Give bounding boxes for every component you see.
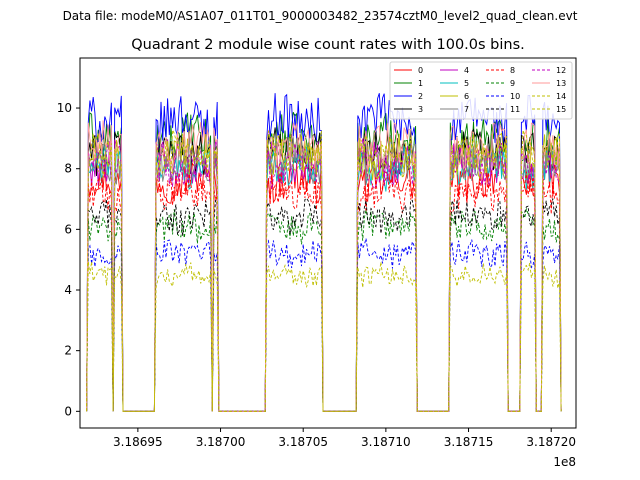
legend-label-4: 4 [464,66,469,75]
series-line-14 [86,261,562,412]
legend-label-5: 5 [464,79,469,88]
y-tick-label: 2 [64,344,72,358]
x-tick-label: 3.18720 [526,435,576,449]
legend-label-15: 15 [556,105,566,114]
legend-label-11: 11 [510,105,520,114]
legend-label-8: 8 [510,66,515,75]
chart-title: Quadrant 2 module wise count rates with … [131,37,525,53]
series-line-11 [86,197,562,412]
series-line-8 [86,171,562,412]
series-line-15 [86,129,562,412]
x-axis: 3.18695 3.18700 3.18705 3.18710 3.18715 3.187… [113,428,576,449]
legend-label-9: 9 [510,79,515,88]
legend-label-7: 7 [464,105,469,114]
x-tick-label: 3.18700 [196,435,246,449]
legend-label-14: 14 [556,92,566,101]
y-axis: 0 2 4 6 8 10 [57,101,80,418]
y-tick-label: 4 [64,283,72,297]
x-offset-label: 1e8 [553,455,576,469]
legend-label-10: 10 [510,92,520,101]
series-line-0 [86,157,562,412]
legend-label-12: 12 [556,66,566,75]
y-tick-label: 0 [64,404,72,418]
x-tick-label: 3.18715 [444,435,494,449]
axes-frame [79,57,577,429]
legend-label-3: 3 [418,105,423,114]
series-line-10 [86,238,562,412]
y-tick-label: 8 [64,162,72,176]
legend-label-1: 1 [418,79,423,88]
x-tick-label: 3.18710 [361,435,411,449]
legend-label-0: 0 [418,66,423,75]
legend-label-13: 13 [556,79,566,88]
plot-series-group [86,93,562,412]
y-tick-label: 10 [57,101,72,115]
legend-box [389,61,573,120]
x-tick-label: 3.18695 [113,435,163,449]
x-tick-label: 3.18705 [278,435,328,449]
legend-label-6: 6 [464,92,469,101]
legend-label-2: 2 [418,92,423,101]
chart-suptitle: Data file: modeM0/AS1A07_011T01_90000034… [63,9,578,23]
series-line-9 [86,207,562,412]
y-tick-label: 6 [64,222,72,236]
